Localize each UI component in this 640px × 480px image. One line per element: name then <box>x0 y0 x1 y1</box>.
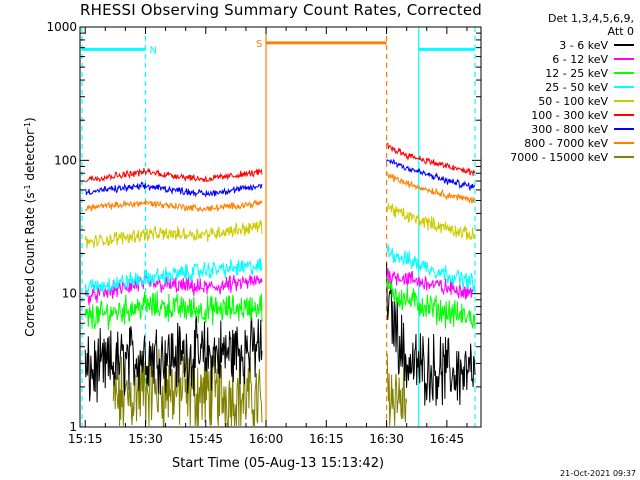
series-layer <box>84 142 476 427</box>
legend-swatch <box>614 114 634 116</box>
x-tick-label: 16:45 <box>430 432 465 446</box>
series-line <box>386 203 476 241</box>
legend-swatch <box>614 142 634 144</box>
series-line <box>386 172 476 204</box>
legend-item: 800 - 7000 keV <box>480 136 636 150</box>
series-line <box>84 199 263 213</box>
legend-item-label: 12 - 25 keV <box>545 66 608 80</box>
legend-item: 25 - 50 keV <box>480 80 636 94</box>
legend-item: 7000 - 15000 keV <box>480 150 636 164</box>
series-line <box>386 142 476 176</box>
legend-item: 50 - 100 keV <box>480 94 636 108</box>
series-line <box>84 181 263 198</box>
series-line <box>386 158 476 192</box>
legend-swatch <box>614 44 634 46</box>
legend-swatch <box>614 128 634 130</box>
legend-swatch <box>614 100 634 102</box>
chart-title: RHESSI Observing Summary Count Rates, Co… <box>79 1 482 19</box>
legend-rows: 3 - 6 keV 6 - 12 keV 12 - 25 keV 25 - 50 ke… <box>480 38 636 164</box>
legend-item-label: 25 - 50 keV <box>545 80 608 94</box>
x-tick-label: 16:30 <box>369 432 404 446</box>
legend-item-label: 3 - 6 keV <box>559 38 608 52</box>
legend-item-label: 800 - 7000 keV <box>524 136 608 150</box>
legend-item: 3 - 6 keV <box>480 38 636 52</box>
axes: 15:15 15:30 15:45 16:00 16:15 16:30 16:45 1 10 10… <box>46 20 481 446</box>
legend-item-label: 6 - 12 keV <box>552 52 608 66</box>
x-tick-label: 15:30 <box>128 432 163 446</box>
series-line <box>112 343 263 427</box>
series-line <box>84 258 263 297</box>
legend-item: 6 - 12 keV <box>480 52 636 66</box>
series-line <box>386 268 476 300</box>
series-line <box>84 220 263 249</box>
legend: Det 1,3,4,5,6,9, Att 0 3 - 6 keV 6 - 12 k… <box>480 12 636 164</box>
series-line <box>84 290 263 331</box>
y-tick-label: 1000 <box>46 20 77 34</box>
marker-lines: NS <box>81 27 476 427</box>
timestamp: 21-Oct-2021 09:37 <box>560 469 636 478</box>
marker-label: N <box>149 45 156 56</box>
legend-swatch <box>614 86 634 88</box>
y-tick-label: 10 <box>62 287 77 301</box>
series-line <box>386 352 408 427</box>
x-tick-label: 16:15 <box>309 432 344 446</box>
series-line <box>386 244 476 292</box>
y-tick-label: 1 <box>69 420 77 434</box>
x-tick-label: 16:00 <box>249 432 284 446</box>
legend-item-label: 50 - 100 keV <box>538 94 608 108</box>
legend-item: 300 - 800 keV <box>480 122 636 136</box>
legend-item: 100 - 300 keV <box>480 108 636 122</box>
legend-item-label: 300 - 800 keV <box>531 122 608 136</box>
y-tick-label: 100 <box>54 153 77 167</box>
marker-label: S <box>256 39 262 50</box>
series-line <box>85 167 263 183</box>
series-line <box>386 262 476 406</box>
legend-swatch <box>614 58 634 60</box>
series-line <box>84 309 263 403</box>
y-axis-label: Corrected Count Rate (s-1 detector-1) <box>23 117 37 336</box>
legend-header-detectors: Det 1,3,4,5,6,9, <box>547 12 634 25</box>
plot-frame <box>79 26 482 428</box>
x-axis-label: Start Time (05-Aug-13 15:13:42) <box>172 456 384 471</box>
legend-item: 12 - 25 keV <box>480 66 636 80</box>
series-line <box>84 274 263 306</box>
series-line <box>386 278 476 330</box>
legend-swatch <box>614 156 634 158</box>
legend-swatch <box>614 72 634 74</box>
x-tick-label: 15:45 <box>188 432 223 446</box>
x-tick-label: 15:15 <box>68 432 103 446</box>
legend-item-label: 7000 - 15000 keV <box>510 150 608 164</box>
legend-item-label: 100 - 300 keV <box>531 108 608 122</box>
legend-header-attenuator: Att 0 <box>607 25 634 38</box>
